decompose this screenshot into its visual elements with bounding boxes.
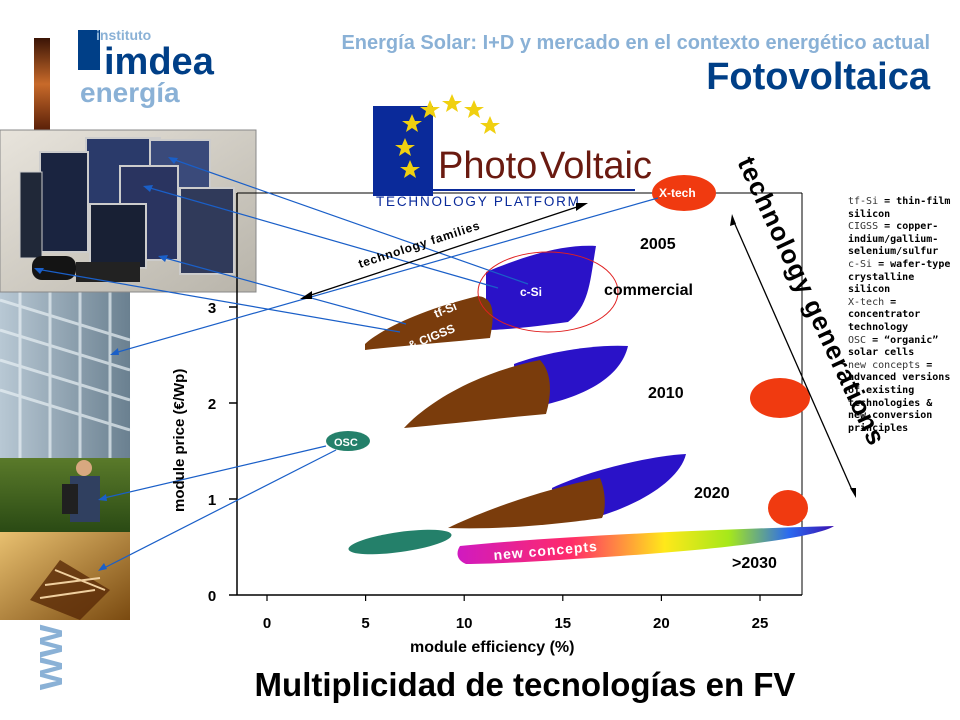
glossary-entry: tf-Si = thin-film silicon <box>848 196 951 220</box>
y-tick-label: 1 <box>208 492 216 509</box>
commercial-label: commercial <box>604 282 693 299</box>
glossary-entry: X-tech = concentrator technology <box>848 296 921 333</box>
csi-label: c-Si <box>520 285 542 299</box>
xtech-badge <box>652 175 716 211</box>
x-tick-label: 0 <box>263 615 271 632</box>
y-axis-label: module price (€/Wp) <box>171 369 188 512</box>
x-tick-label: 5 <box>361 615 369 632</box>
solar-modules-photo <box>0 129 257 293</box>
glossary-entry: CIGSS = copper-indium/gallium-selenium/s… <box>848 221 939 258</box>
x-tick-label: 15 <box>554 615 571 632</box>
y-tick-label: 3 <box>208 300 216 317</box>
y-tick-label: 0 <box>208 588 216 605</box>
glossary-entry: new concepts = advanced versions of exis… <box>848 359 951 434</box>
year-label-2005: 2005 <box>640 236 676 253</box>
x-ticks: 0 5 10 15 20 25 <box>263 595 769 632</box>
x-tick-label: 10 <box>456 615 473 632</box>
tube-array-photo <box>0 292 131 458</box>
xtech-region-2010 <box>750 378 810 418</box>
svg-text:energía: energía <box>80 77 180 108</box>
glossary-entry: c-Si = wafer-type crystalline silicon <box>848 258 951 296</box>
arrow-heads <box>34 157 178 571</box>
year-label-2030: >2030 <box>732 555 777 572</box>
csi-highlight-ring <box>477 251 619 333</box>
photovoltaic-platform-logo: Photo Voltaic TECHNOLOGY PLATFORM <box>373 94 652 209</box>
imdea-logo: instituto imdea energía <box>78 27 215 108</box>
side-watermark: ww <box>24 624 71 691</box>
glossary: tf-Si = thin-film silicon CIGSS = copper… <box>848 196 956 435</box>
y-tick-label: 2 <box>208 396 216 413</box>
header-title: Fotovoltaica <box>706 56 930 98</box>
svg-text:instituto: instituto <box>96 27 151 43</box>
osc-label: OSC <box>334 437 358 449</box>
year-label-2020: 2020 <box>694 485 730 502</box>
tfsi-region-2010 <box>404 360 550 428</box>
organic-cell-photo <box>0 532 130 620</box>
xtech-region-2020 <box>768 490 808 526</box>
svg-text:Photo: Photo <box>438 145 537 187</box>
families-arrow <box>300 203 588 299</box>
tfsi-region-2005 <box>365 296 493 350</box>
copper-strip-image <box>34 38 50 130</box>
xtech-label: X-tech <box>659 186 696 200</box>
header-subtitle: Energía Solar: I+D y mercado en el conte… <box>341 32 930 54</box>
person-with-panel-photo <box>0 458 130 532</box>
svg-text:imdea: imdea <box>104 41 215 83</box>
osc-region-2030 <box>348 529 452 555</box>
tfsi-region-2020 <box>448 478 605 529</box>
x-axis-label: module efficiency (%) <box>410 639 574 656</box>
year-label-2010: 2010 <box>648 385 684 402</box>
csi-region-2005 <box>486 245 596 330</box>
new-concepts-band <box>457 526 834 564</box>
svg-text:TECHNOLOGY PLATFORM: TECHNOLOGY PLATFORM <box>376 194 581 209</box>
osc-badge <box>326 431 370 451</box>
glossary-entry: OSC = “organic” solar cells <box>848 334 939 359</box>
slide-title: Multiplicidad de tecnologías en FV <box>254 666 796 703</box>
svg-text:Voltaic: Voltaic <box>540 145 652 187</box>
y-ticks: 0 1 2 3 <box>208 300 237 605</box>
reference-arrows <box>41 159 659 569</box>
x-tick-label: 25 <box>752 615 769 632</box>
x-tick-label: 20 <box>653 615 670 632</box>
generations-arrow <box>730 214 856 498</box>
